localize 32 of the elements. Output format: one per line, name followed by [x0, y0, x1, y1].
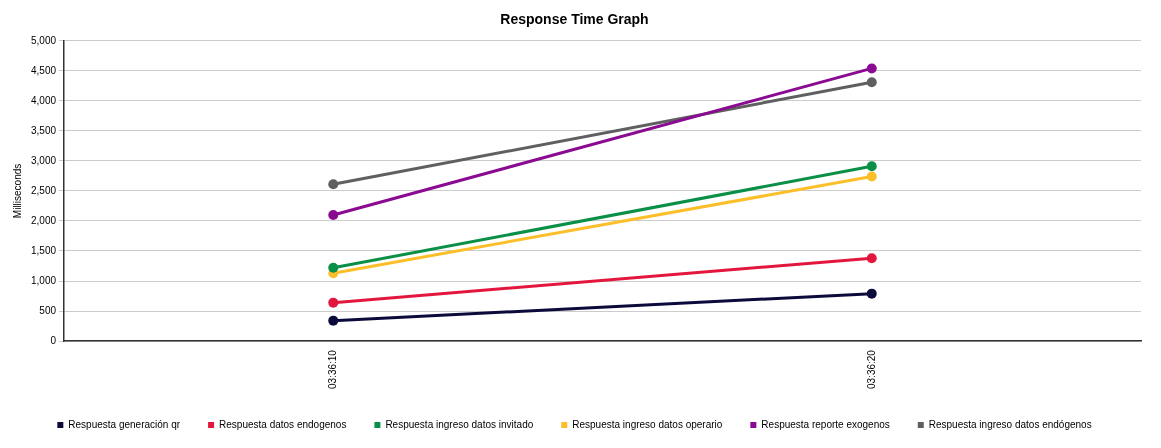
point	[866, 77, 877, 88]
x-tick-label: 03:36:10	[327, 349, 339, 390]
x-tick-label: 03:36:20	[865, 349, 877, 390]
point	[866, 171, 877, 182]
point	[328, 209, 339, 220]
y-tick-label: 5,000	[30, 34, 57, 46]
y-tick-label: 3,500	[30, 124, 57, 136]
y-tick-label: 1,500	[30, 244, 57, 256]
legend-label: Respuesta generación qr	[68, 418, 181, 430]
point	[866, 288, 877, 299]
legend-label: Respuesta datos endogenos	[219, 418, 347, 430]
chart-title: Response Time Graph	[500, 11, 649, 28]
y-tick-label: 500	[39, 304, 57, 316]
y-tick-label: 4,500	[30, 64, 57, 76]
y-tick-label: 2,500	[30, 184, 57, 196]
y-tick-label: 4,000	[30, 94, 57, 106]
y-tick-label: 0	[50, 334, 57, 346]
y-tick-label: 1,000	[30, 274, 57, 286]
point	[866, 253, 877, 264]
legend-label: Respuesta ingreso datos invitado	[385, 418, 534, 430]
point	[328, 297, 339, 308]
point	[866, 63, 877, 74]
y-tick-label: 3,000	[30, 154, 57, 166]
legend-label: Respuesta reporte exogenos	[761, 418, 890, 430]
y-tick-label: 2,000	[30, 214, 57, 226]
point	[328, 179, 339, 190]
y-axis-title: Milliseconds	[11, 163, 23, 219]
point	[328, 315, 339, 326]
point	[866, 161, 877, 172]
legend-label: Respuesta ingreso datos operario	[572, 418, 723, 430]
point	[328, 262, 339, 273]
legend-label: Respuesta ingreso datos endógenos	[928, 418, 1092, 430]
